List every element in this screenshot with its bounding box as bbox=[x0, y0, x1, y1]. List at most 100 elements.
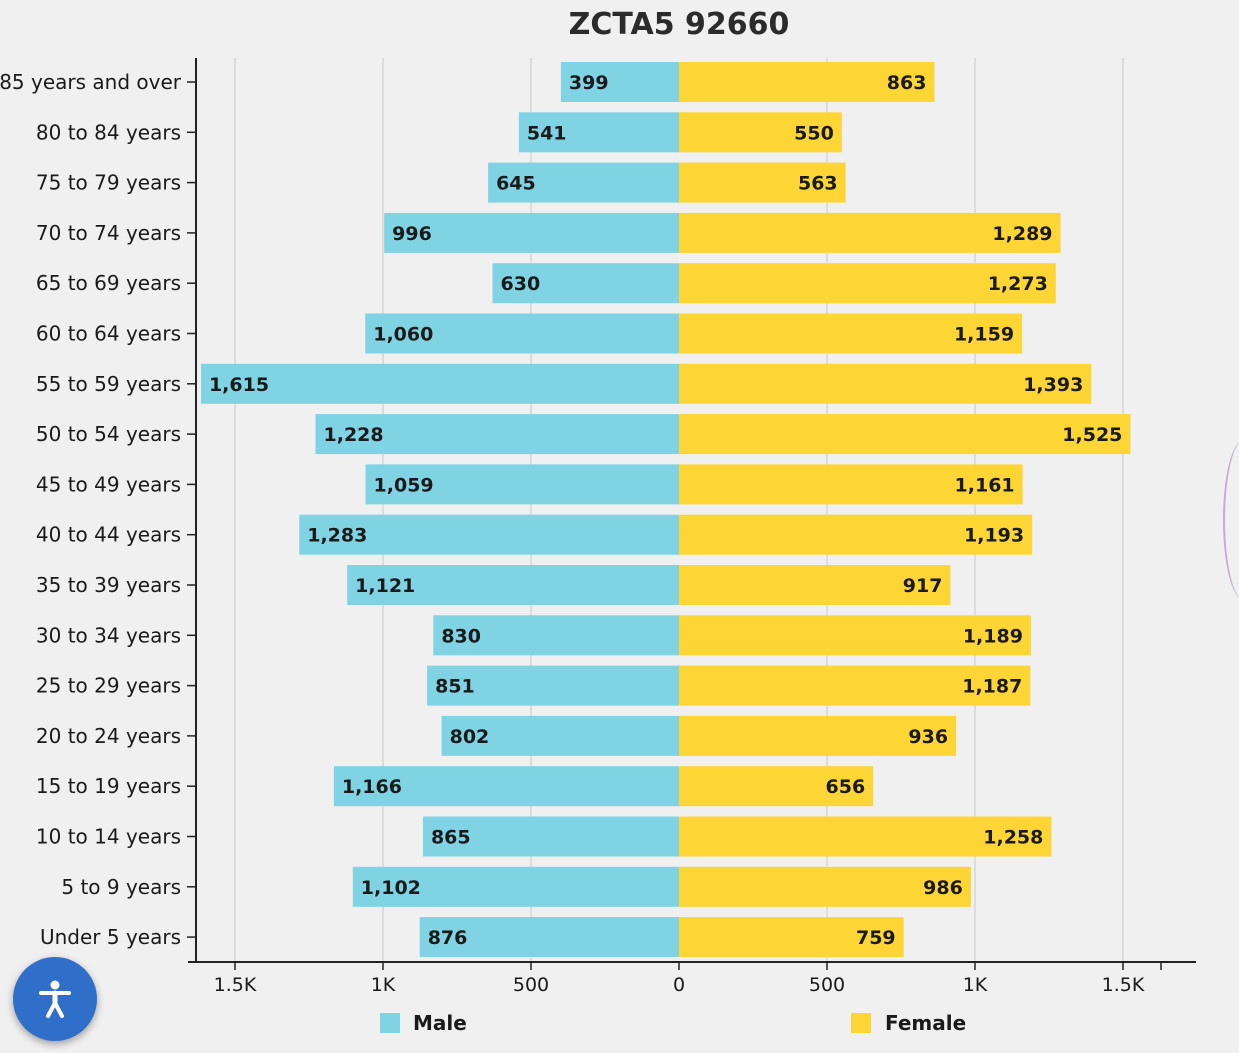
female-value-label: 1,289 bbox=[992, 223, 1052, 245]
female-bar bbox=[679, 112, 842, 153]
legend-swatch-male[interactable] bbox=[380, 1013, 400, 1033]
male-value-label: 1,121 bbox=[355, 575, 415, 597]
male-value-label: 541 bbox=[527, 122, 567, 144]
female-bar bbox=[679, 212, 1061, 253]
male-bar bbox=[433, 615, 679, 656]
age-group-label: 70 to 74 years bbox=[36, 221, 181, 245]
female-value-label: 1,187 bbox=[962, 676, 1022, 698]
male-value-label: 830 bbox=[441, 625, 481, 647]
accessibility-button[interactable] bbox=[13, 957, 97, 1041]
female-value-label: 1,193 bbox=[964, 525, 1024, 547]
female-bar bbox=[679, 665, 1031, 706]
male-value-label: 1,283 bbox=[307, 525, 367, 547]
age-group-label: 85 years and over bbox=[0, 70, 182, 94]
age-group-label: 45 to 49 years bbox=[36, 472, 181, 496]
age-group-label: 15 to 19 years bbox=[36, 774, 181, 798]
female-bar bbox=[679, 715, 957, 756]
female-bar bbox=[679, 263, 1056, 304]
male-value-label: 630 bbox=[501, 273, 541, 295]
female-bar bbox=[679, 816, 1052, 857]
male-value-label: 851 bbox=[435, 676, 475, 698]
male-value-label: 1,166 bbox=[342, 776, 402, 798]
female-bar bbox=[679, 414, 1131, 455]
age-group-label: 50 to 54 years bbox=[36, 422, 181, 446]
female-value-label: 917 bbox=[903, 575, 943, 597]
legend-swatch-female[interactable] bbox=[851, 1013, 871, 1033]
female-bar bbox=[679, 514, 1033, 555]
age-group-label: 5 to 9 years bbox=[61, 875, 181, 899]
female-bar bbox=[679, 464, 1023, 505]
x-tick-label: 1K bbox=[371, 974, 396, 996]
male-value-label: 802 bbox=[450, 726, 490, 748]
female-bar bbox=[679, 866, 971, 907]
male-value-label: 1,060 bbox=[373, 324, 433, 346]
male-bar bbox=[200, 363, 679, 404]
male-bar bbox=[352, 866, 679, 907]
male-value-label: 1,615 bbox=[209, 374, 269, 396]
male-value-label: 399 bbox=[569, 72, 609, 94]
male-value-label: 865 bbox=[431, 827, 471, 849]
age-group-label: 65 to 69 years bbox=[36, 271, 181, 295]
age-group-label: 10 to 14 years bbox=[36, 825, 181, 849]
male-bar bbox=[365, 464, 679, 505]
male-bar bbox=[419, 917, 679, 958]
female-value-label: 863 bbox=[887, 72, 927, 94]
female-value-label: 1,273 bbox=[988, 273, 1048, 295]
female-value-label: 656 bbox=[826, 776, 866, 798]
age-group-label: 40 to 44 years bbox=[36, 523, 181, 547]
male-value-label: 1,102 bbox=[361, 877, 421, 899]
female-value-label: 1,525 bbox=[1062, 424, 1122, 446]
female-value-label: 563 bbox=[798, 173, 838, 195]
accessibility-icon bbox=[39, 980, 71, 1018]
female-bar bbox=[679, 62, 935, 102]
male-value-label: 1,228 bbox=[324, 424, 384, 446]
female-value-label: 550 bbox=[794, 122, 834, 144]
age-group-label: 60 to 64 years bbox=[36, 322, 181, 346]
female-bar bbox=[679, 363, 1092, 404]
female-value-label: 1,159 bbox=[954, 324, 1014, 346]
female-bar bbox=[679, 565, 951, 605]
female-value-label: 1,189 bbox=[963, 625, 1023, 647]
age-group-label: 35 to 39 years bbox=[36, 573, 181, 597]
age-group-label: 55 to 59 years bbox=[36, 372, 181, 396]
legend-label-male[interactable]: Male bbox=[413, 1011, 467, 1035]
legend-label-female[interactable]: Female bbox=[885, 1011, 966, 1035]
x-tick-label: 0 bbox=[673, 974, 685, 996]
male-bar bbox=[365, 313, 679, 354]
x-tick-label: 1.5K bbox=[1102, 974, 1145, 996]
male-value-label: 645 bbox=[496, 173, 536, 195]
male-bar bbox=[299, 514, 679, 555]
male-value-label: 996 bbox=[392, 223, 432, 245]
male-bar bbox=[492, 263, 679, 304]
male-bar bbox=[333, 766, 679, 807]
x-tick-label: 500 bbox=[513, 974, 549, 996]
female-value-label: 1,258 bbox=[983, 827, 1043, 849]
male-bar bbox=[427, 665, 679, 706]
age-group-label: 30 to 34 years bbox=[36, 623, 181, 647]
male-bar bbox=[315, 414, 679, 455]
male-bar bbox=[441, 715, 679, 756]
female-bar bbox=[679, 162, 846, 203]
edge-decoration bbox=[1223, 440, 1239, 600]
male-bar bbox=[347, 565, 679, 605]
age-group-label: 25 to 29 years bbox=[36, 674, 181, 698]
x-tick-label: 1.5K bbox=[214, 974, 257, 996]
male-bar bbox=[422, 816, 679, 857]
x-tick-label: 1K bbox=[963, 974, 988, 996]
female-value-label: 759 bbox=[856, 927, 896, 949]
age-group-label: Under 5 years bbox=[40, 925, 181, 949]
female-bar bbox=[679, 917, 904, 958]
female-value-label: 1,393 bbox=[1023, 374, 1083, 396]
male-bar bbox=[488, 162, 679, 203]
age-group-label: 20 to 24 years bbox=[36, 724, 181, 748]
age-group-label: 75 to 79 years bbox=[36, 171, 181, 195]
female-value-label: 1,161 bbox=[955, 474, 1015, 496]
female-bar bbox=[679, 313, 1023, 354]
male-value-label: 876 bbox=[428, 927, 468, 949]
female-bar bbox=[679, 615, 1031, 656]
male-bar bbox=[518, 112, 679, 153]
male-bar bbox=[384, 212, 679, 253]
male-bar bbox=[560, 62, 679, 102]
female-value-label: 986 bbox=[923, 877, 963, 899]
